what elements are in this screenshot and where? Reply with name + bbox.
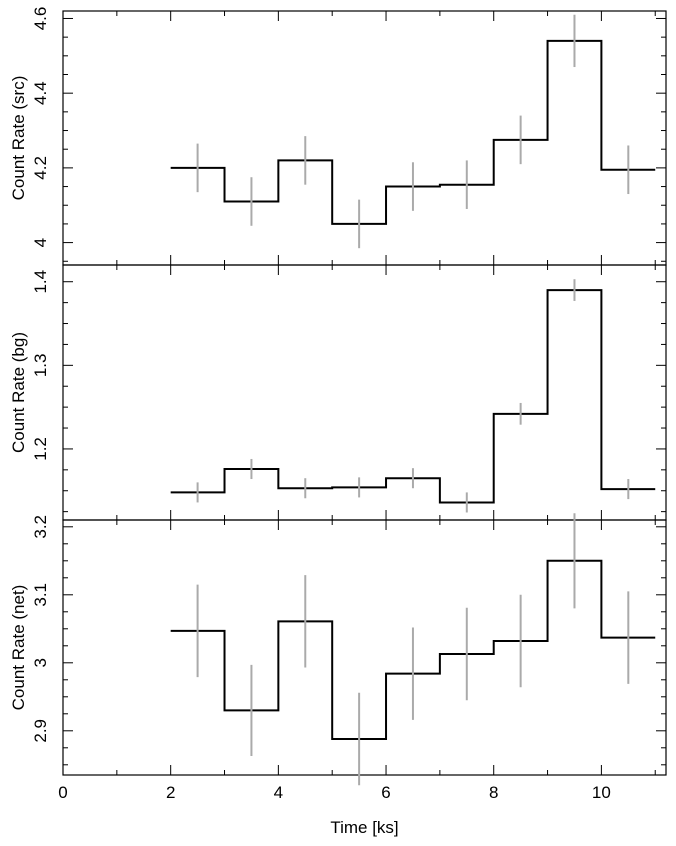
plot-frame	[62, 519, 667, 776]
x-tick-label: 4	[274, 783, 283, 802]
y-tick-label: 4.6	[31, 7, 50, 31]
y-tick-label: 1.3	[31, 354, 50, 378]
y-tick-label: 4.2	[31, 156, 50, 180]
y-tick-label: 1.4	[31, 270, 50, 294]
panel-1: 4 4.2 4.4 4.6 Count Rate (src)	[9, 7, 667, 266]
y-tick-label: 3.1	[31, 583, 50, 607]
y-axis-label: Count Rate (src)	[9, 76, 28, 201]
y-axis-label: Count Rate (bg)	[9, 332, 28, 453]
plot-frame	[62, 10, 667, 266]
y-tick-label: 3	[31, 658, 50, 667]
x-tick-label: 2	[166, 783, 175, 802]
y-axis-label: Count Rate (net)	[9, 585, 28, 711]
x-axis-label: Time [ks]	[330, 818, 398, 837]
panel-2: 1.2 1.3 1.4 Count Rate (bg)	[9, 264, 667, 521]
y-tick-label: 2.9	[31, 719, 50, 743]
y-tick-label: 4	[31, 238, 50, 247]
y-tick-label: 1.2	[31, 437, 50, 461]
panel-3: 2.9 3 3.1 3.2 Count Rate (net) 0 2 4 6 8 10 Time [k…	[9, 513, 667, 837]
x-tick-label: 0	[58, 783, 67, 802]
y-tick-label: 3.2	[31, 515, 50, 539]
x-tick-label: 8	[489, 783, 498, 802]
x-tick-label: 6	[381, 783, 390, 802]
x-tick-label: 10	[592, 783, 611, 802]
plot-frame	[62, 264, 667, 521]
y-tick-label: 4.4	[31, 81, 50, 105]
